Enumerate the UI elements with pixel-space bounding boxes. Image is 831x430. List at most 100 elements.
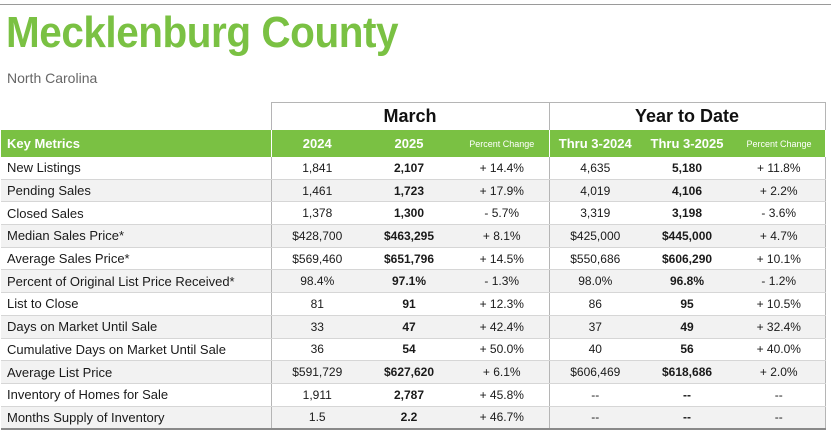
col-thru-3-2024: Thru 3-2024: [548, 130, 642, 157]
table-row: List to Close 81 91 + 12.3% 86 95 + 10.5%: [1, 292, 826, 316]
top-rule: [0, 4, 831, 5]
march-2025-cell: 1,300: [363, 201, 455, 226]
ytd-2025-cell: 56: [641, 338, 734, 362]
march-percent-change-cell: + 42.4%: [455, 315, 550, 339]
ytd-2024-cell: $606,469: [548, 360, 642, 384]
march-percent-change-cell: + 45.8%: [455, 383, 550, 407]
ytd-2024-cell: 4,635: [548, 157, 642, 180]
march-2024-cell: 1,378: [270, 201, 363, 226]
table-row: New Listings 1,841 2,107 + 14.4% 4,635 5,180 +…: [1, 157, 826, 180]
march-percent-change-cell: - 1.3%: [455, 269, 550, 294]
metric-name-cell: New Listings: [1, 157, 271, 180]
ytd-2025-cell: 96.8%: [641, 269, 734, 294]
march-percent-change-cell: + 14.4%: [455, 157, 550, 180]
table-row: Days on Market Until Sale 33 47 + 42.4% 37 49…: [1, 315, 826, 339]
march-2024-cell: 1,911: [270, 383, 363, 407]
ytd-2024-cell: 3,319: [548, 201, 642, 226]
march-2024-cell: 1.5: [270, 406, 363, 430]
ytd-2025-cell: $445,000: [641, 224, 734, 248]
metric-name-cell: Inventory of Homes for Sale: [1, 383, 271, 407]
metric-name-cell: Average Sales Price*: [1, 247, 271, 271]
ytd-2025-cell: 3,198: [641, 201, 734, 226]
ytd-percent-change-cell: --: [733, 406, 826, 430]
table-row: Months Supply of Inventory 1.5 2.2 + 46.7% -…: [1, 406, 826, 430]
ytd-2025-cell: 95: [641, 292, 734, 316]
march-2025-cell: $651,796: [363, 247, 455, 271]
col-percent-change-march: Percent Change: [455, 130, 550, 157]
metric-name-cell: Pending Sales: [1, 179, 271, 203]
table-row: Pending Sales 1,461 1,723 + 17.9% 4,019 4,106…: [1, 179, 826, 203]
ytd-2025-cell: $618,686: [641, 360, 734, 384]
march-2025-cell: 2.2: [363, 406, 455, 430]
march-percent-change-cell: + 14.5%: [455, 247, 550, 271]
ytd-2025-cell: 5,180: [641, 157, 734, 180]
ytd-2025-cell: 49: [641, 315, 734, 339]
march-2025-cell: 97.1%: [363, 269, 455, 294]
march-2024-cell: $569,460: [270, 247, 363, 271]
ytd-percent-change-cell: + 2.2%: [733, 179, 826, 203]
ytd-2024-cell: 86: [548, 292, 642, 316]
table-row: Average List Price $591,729 $627,620 + 6.1%…: [1, 360, 826, 384]
march-2024-cell: $428,700: [270, 224, 363, 248]
ytd-percent-change-cell: + 10.1%: [733, 247, 826, 271]
ytd-2024-cell: 4,019: [548, 179, 642, 203]
ytd-percent-change-cell: - 1.2%: [733, 269, 826, 294]
col-thru-3-2025: Thru 3-2025: [641, 130, 734, 157]
table-row: Percent of Original List Price Received*…: [1, 269, 826, 294]
march-2025-cell: 47: [363, 315, 455, 339]
march-2025-cell: 1,723: [363, 179, 455, 203]
march-2024-cell: 81: [270, 292, 363, 316]
metric-name-cell: Months Supply of Inventory: [1, 406, 271, 430]
period-group-row: March Year to Date: [1, 102, 826, 131]
ytd-2024-cell: $550,686: [548, 247, 642, 271]
march-2024-cell: 1,461: [270, 179, 363, 203]
metric-name-cell: Cumulative Days on Market Until Sale: [1, 338, 271, 362]
metrics-body: New Listings 1,841 2,107 + 14.4% 4,635 5,180 +…: [1, 157, 826, 430]
metric-name-cell: Average List Price: [1, 360, 271, 384]
march-percent-change-cell: - 5.7%: [455, 201, 550, 226]
ytd-2025-cell: $606,290: [641, 247, 734, 271]
march-2024-cell: 33: [270, 315, 363, 339]
ytd-2024-cell: 40: [548, 338, 642, 362]
key-metrics-table: March Year to Date Key Metrics 2024 2025…: [1, 102, 826, 430]
ytd-2025-cell: --: [641, 406, 734, 430]
march-2024-cell: 98.4%: [270, 269, 363, 294]
col-2024: 2024: [270, 130, 363, 157]
ytd-2025-cell: 4,106: [641, 179, 734, 203]
ytd-percent-change-cell: + 32.4%: [733, 315, 826, 339]
ytd-percent-change-cell: + 10.5%: [733, 292, 826, 316]
march-percent-change-cell: + 46.7%: [455, 406, 550, 430]
group-spacer: [1, 103, 271, 131]
metric-name-cell: List to Close: [1, 292, 271, 316]
march-2024-cell: $591,729: [270, 360, 363, 384]
table-row: Average Sales Price* $569,460 $651,796 + 14…: [1, 247, 826, 271]
ytd-2024-cell: $425,000: [548, 224, 642, 248]
ytd-2024-cell: --: [548, 383, 642, 407]
march-2025-cell: 54: [363, 338, 455, 362]
march-percent-change-cell: + 17.9%: [455, 179, 550, 203]
march-percent-change-cell: + 12.3%: [455, 292, 550, 316]
ytd-2025-cell: --: [641, 383, 734, 407]
ytd-percent-change-cell: - 3.6%: [733, 201, 826, 226]
march-2025-cell: $627,620: [363, 360, 455, 384]
march-percent-change-cell: + 8.1%: [455, 224, 550, 248]
column-header-row: Key Metrics 2024 2025 Percent Change Thr…: [1, 130, 826, 157]
col-2025: 2025: [363, 130, 455, 157]
group-march: March: [270, 102, 550, 130]
ytd-percent-change-cell: --: [733, 383, 826, 407]
page-title: Mecklenburg County: [6, 8, 399, 57]
ytd-percent-change-cell: + 2.0%: [733, 360, 826, 384]
march-2025-cell: 2,787: [363, 383, 455, 407]
march-2025-cell: 2,107: [363, 157, 455, 180]
table-row: Cumulative Days on Market Until Sale 36 54…: [1, 338, 826, 362]
table-row: Closed Sales 1,378 1,300- 5.7% 3,319 3,198- …: [1, 201, 826, 226]
col-key-metrics: Key Metrics: [1, 130, 271, 157]
table-row: Median Sales Price* $428,700 $463,295 + 8.1…: [1, 224, 826, 248]
march-2024-cell: 36: [270, 338, 363, 362]
col-percent-change-ytd: Percent Change: [733, 130, 826, 157]
ytd-2024-cell: 37: [548, 315, 642, 339]
table-row: Inventory of Homes for Sale 1,911 2,787 + 4…: [1, 383, 826, 407]
metric-name-cell: Median Sales Price*: [1, 224, 271, 248]
ytd-2024-cell: --: [548, 406, 642, 430]
group-year-to-date: Year to Date: [548, 102, 826, 130]
